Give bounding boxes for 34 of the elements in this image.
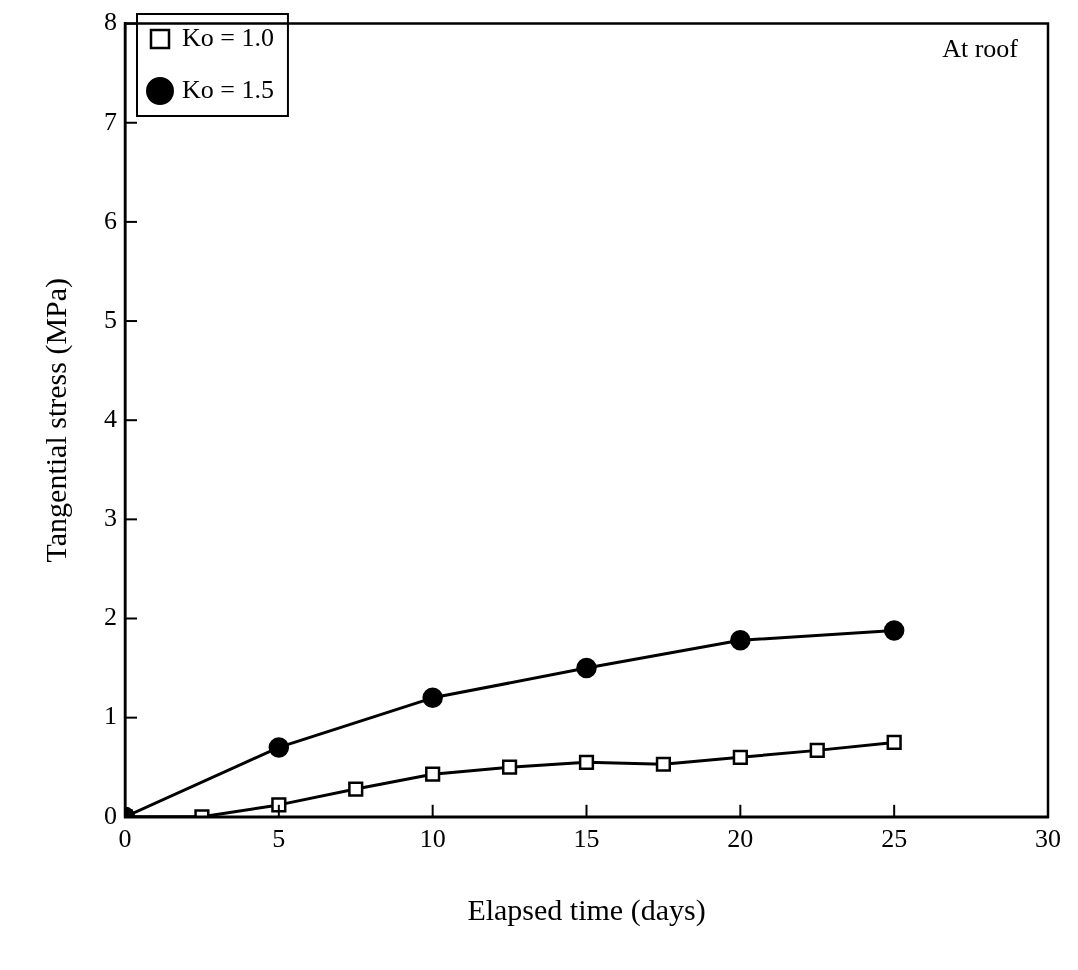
point xyxy=(578,754,595,770)
point xyxy=(886,734,902,751)
annotation: At roof xyxy=(942,34,1019,64)
point xyxy=(732,749,748,765)
point xyxy=(501,759,518,775)
y-tick-label: 2 xyxy=(104,602,117,632)
x-tick-label: 10 xyxy=(419,824,446,854)
point xyxy=(268,737,290,758)
x-tick-label: 5 xyxy=(272,824,286,854)
legend-label: Ko = 1.0 xyxy=(182,22,274,52)
point xyxy=(576,657,597,679)
x-tick-label: 30 xyxy=(1035,824,1061,854)
x-tick-label: 25 xyxy=(881,824,908,854)
y-tick-label: 4 xyxy=(104,404,117,434)
y-tick-label: 3 xyxy=(104,503,117,533)
y-tick-label: 7 xyxy=(104,106,117,136)
point xyxy=(422,687,443,709)
y-tick-label: 5 xyxy=(104,304,117,334)
point xyxy=(883,620,905,641)
y-tick-label: 1 xyxy=(104,701,117,731)
point xyxy=(348,781,364,797)
y-tick-label: 6 xyxy=(104,205,117,235)
x-tick-label: 20 xyxy=(727,824,754,854)
x-tick-label: 15 xyxy=(573,824,600,854)
point xyxy=(809,742,825,758)
point xyxy=(425,766,441,782)
point xyxy=(271,797,287,813)
y-tick-label: 8 xyxy=(104,7,117,37)
x-axis-title: Elapsed time (days) xyxy=(467,892,706,927)
y-axis-title: Tangential stress (MPa) xyxy=(38,277,73,563)
point xyxy=(655,756,672,772)
legend-label: Ko = 1.5 xyxy=(182,74,274,104)
point xyxy=(730,630,751,651)
y-tick-label: 0 xyxy=(104,800,117,830)
